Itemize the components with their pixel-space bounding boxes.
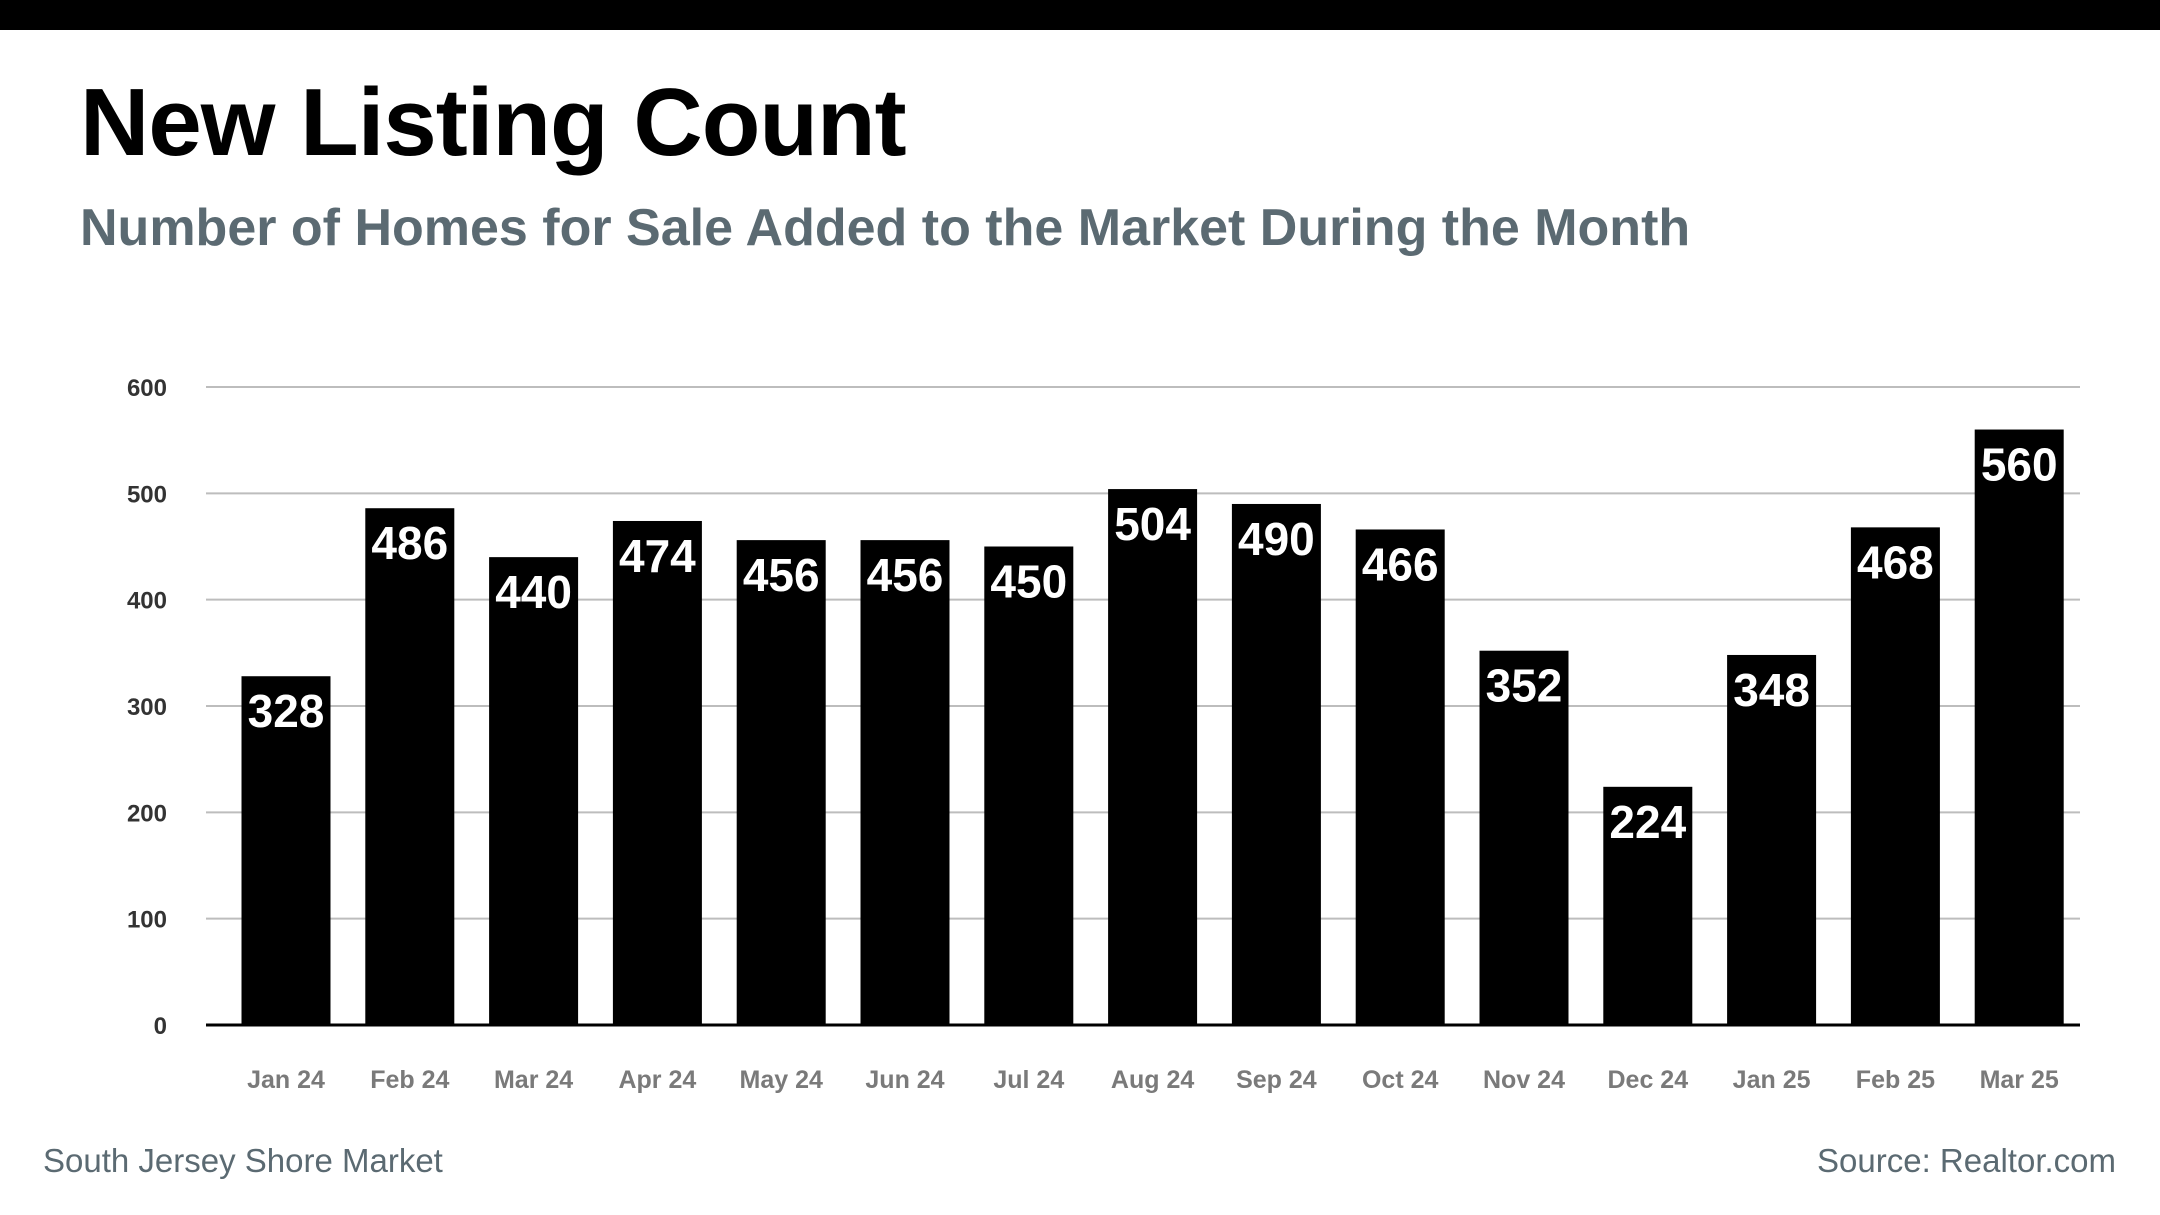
bar [1231, 503, 1321, 1025]
bar [1974, 429, 2064, 1025]
y-tick-label: 500 [127, 481, 167, 508]
bar [612, 520, 702, 1025]
chart-subtitle: Number of Homes for Sale Added to the Ma… [80, 199, 1691, 257]
bar-value-label: 450 [990, 556, 1067, 608]
x-tick-label: Dec 24 [1607, 1066, 1688, 1094]
x-tick-label: May 24 [740, 1066, 823, 1094]
x-tick-label: Mar 24 [494, 1066, 573, 1094]
bar-value-label: 486 [371, 517, 448, 569]
bar-value-label: 352 [1486, 660, 1563, 712]
bar [860, 540, 950, 1025]
bar-value-label: 560 [1981, 439, 2058, 491]
bar [489, 557, 579, 1025]
bar-value-label: 490 [1238, 513, 1315, 565]
x-tick-label: Apr 24 [618, 1066, 696, 1094]
x-tick-label: Oct 24 [1362, 1066, 1439, 1094]
bar-value-label: 440 [495, 566, 572, 618]
y-tick-label: 200 [127, 800, 167, 827]
bar-value-label: 328 [248, 685, 325, 737]
bar-value-label: 474 [619, 530, 696, 582]
x-tick-label: Feb 24 [370, 1066, 449, 1094]
bars: 328 486 440 474 456 456 450 504 490 466 352 224 348 4… [241, 429, 2064, 1026]
x-tick-label: Jul 24 [993, 1066, 1064, 1094]
y-tick-label: 100 [127, 907, 167, 934]
bar-value-label: 466 [1362, 538, 1439, 590]
bar-value-label: 504 [1114, 498, 1191, 550]
x-tick-label: Mar 25 [1980, 1066, 2059, 1094]
chart-title: New Listing Count [80, 69, 907, 176]
market-label: South Jersey Shore Market [43, 1142, 443, 1179]
x-tick-label: Jan 25 [1733, 1066, 1811, 1094]
x-tick-label: Feb 25 [1856, 1066, 1935, 1094]
x-tick-label: Jun 24 [865, 1066, 944, 1094]
bar-value-label: 456 [743, 549, 820, 601]
bar [736, 540, 826, 1025]
bar-value-label: 456 [867, 549, 944, 601]
y-tick-label: 0 [154, 1013, 167, 1040]
bar-value-label: 348 [1733, 664, 1810, 716]
bar [1479, 650, 1569, 1025]
bar [1355, 529, 1445, 1025]
source-label: Source: Realtor.com [1817, 1142, 2116, 1179]
y-tick-label: 300 [127, 694, 167, 721]
x-tick-label: Aug 24 [1111, 1066, 1194, 1094]
x-tick-label: Nov 24 [1483, 1066, 1565, 1094]
x-tick-label: Jan 24 [247, 1066, 325, 1094]
bar-value-label: 224 [1609, 796, 1686, 848]
bar [365, 508, 455, 1026]
bar [1727, 654, 1817, 1025]
y-tick-label: 600 [127, 375, 167, 402]
top-bar [0, 0, 2160, 30]
bar [1603, 786, 1693, 1025]
bar-value-label: 468 [1857, 536, 1934, 588]
bar [1108, 489, 1198, 1026]
bar [984, 546, 1074, 1025]
y-tick-label: 400 [127, 588, 167, 615]
bar [1850, 527, 1940, 1025]
bar [241, 676, 331, 1025]
axes: 0 100 200 300 400 500 600 Jan 24 Feb 24 Mar 24 Apr… [127, 375, 2080, 1094]
x-tick-label: Sep 24 [1236, 1066, 1317, 1094]
